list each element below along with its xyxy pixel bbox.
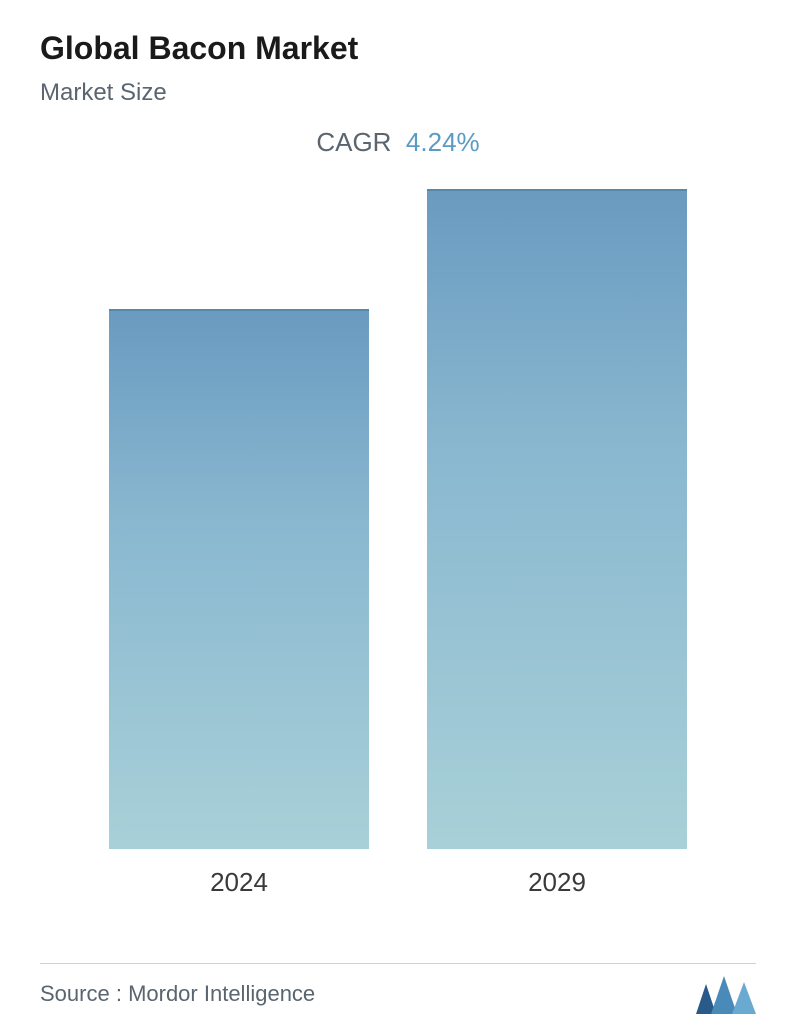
- bar-group-2024: 2024: [109, 309, 369, 898]
- chart-container: Global Bacon Market Market Size CAGR 4.2…: [0, 0, 796, 1034]
- bar-chart: 2024 2029: [40, 178, 756, 898]
- bar-2024: [109, 309, 369, 849]
- source-text: Source : Mordor Intelligence: [40, 981, 315, 1007]
- bar-2029: [427, 189, 687, 849]
- cagr-row: CAGR 4.24%: [40, 127, 756, 158]
- source-name: Mordor Intelligence: [128, 981, 315, 1006]
- cagr-value: 4.24%: [406, 127, 480, 157]
- mordor-logo-icon: [696, 974, 756, 1014]
- bar-group-2029: 2029: [427, 189, 687, 898]
- page-subtitle: Market Size: [40, 79, 756, 107]
- divider-line: [40, 963, 756, 964]
- bar-label-2024: 2024: [210, 867, 268, 898]
- bar-label-2029: 2029: [528, 867, 586, 898]
- page-title: Global Bacon Market: [40, 30, 756, 67]
- cagr-label: CAGR: [316, 127, 391, 157]
- footer: Source : Mordor Intelligence: [40, 974, 756, 1014]
- source-label: Source :: [40, 981, 122, 1006]
